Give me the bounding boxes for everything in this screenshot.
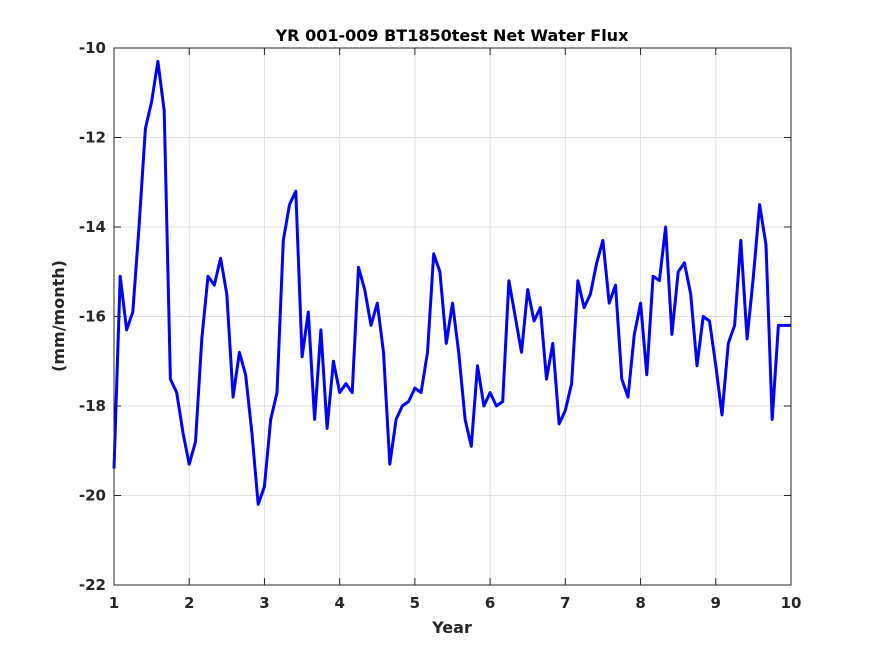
x-axis-label: Year: [431, 618, 472, 637]
x-tick-label: 9: [711, 594, 721, 612]
x-tick-label: 2: [184, 594, 194, 612]
x-tick-label: 1: [109, 594, 119, 612]
x-tick-label: 7: [560, 594, 570, 612]
y-tick-label: -10: [79, 39, 106, 57]
x-tick-label: 3: [259, 594, 269, 612]
y-tick-label: -22: [79, 576, 106, 594]
y-tick-label: -12: [79, 129, 106, 147]
chart-title: YR 001-009 BT1850test Net Water Flux: [275, 26, 629, 45]
ticks-group: 1 2 3 4 5 6 7 8 9 10 -22 -20 -18 -16 -14 -12 -10: [79, 39, 802, 612]
x-tick-label: 4: [334, 594, 344, 612]
y-tick-label: -14: [79, 218, 106, 236]
y-axis-label: (mm/month): [49, 260, 68, 372]
x-tick-label: 6: [485, 594, 495, 612]
x-tick-label: 10: [781, 594, 802, 612]
y-tick-label: -20: [79, 487, 106, 505]
series-group: [112, 59, 791, 506]
y-tick-label: -18: [79, 397, 106, 415]
series-line: [112, 59, 791, 506]
y-tick-label: -16: [79, 308, 106, 326]
x-tick-label: 8: [635, 594, 645, 612]
x-tick-label: 5: [410, 594, 420, 612]
